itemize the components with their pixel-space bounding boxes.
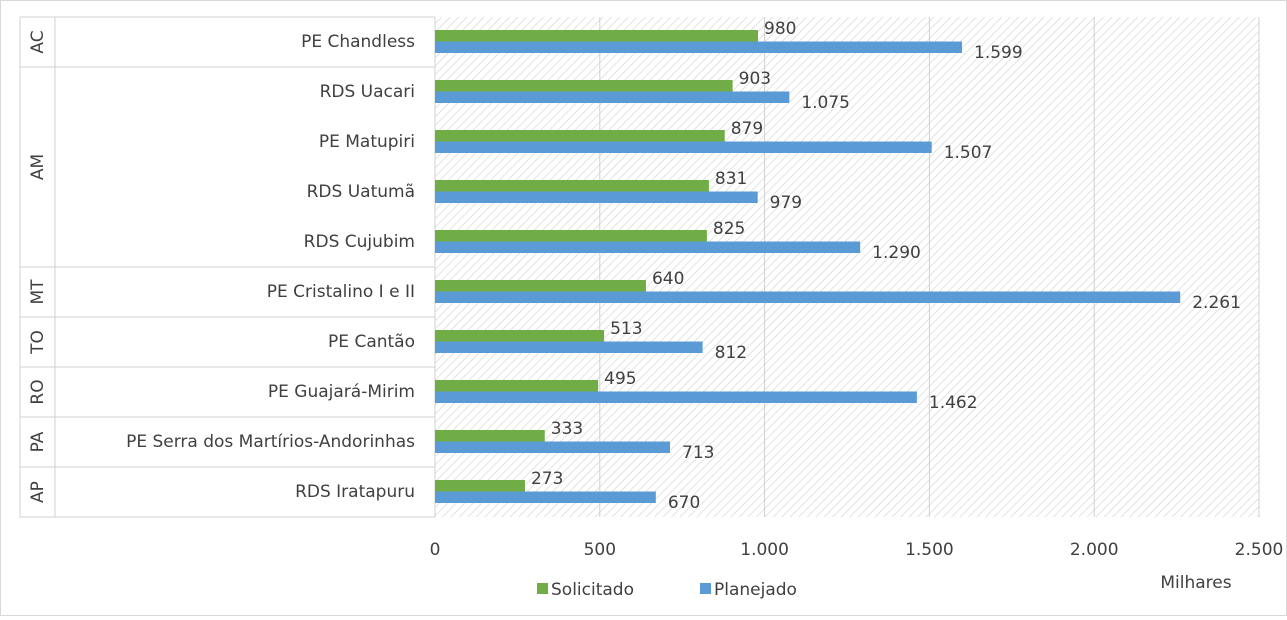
- bar: [435, 141, 932, 153]
- data-label: 670: [668, 493, 700, 513]
- category-label: PE Chandless: [301, 32, 415, 52]
- bar: [435, 30, 759, 42]
- x-tick-label: 2.000: [1070, 540, 1119, 560]
- data-label: 273: [531, 469, 563, 489]
- bar: [435, 330, 605, 342]
- bar: [435, 191, 758, 203]
- data-label: 903: [739, 69, 771, 89]
- bar: [435, 91, 790, 103]
- bar: [435, 391, 917, 403]
- bar: [435, 430, 545, 442]
- x-tick-label: 500: [584, 540, 616, 560]
- category-label: PE Cristalino I e II: [267, 282, 415, 302]
- category-label: PE Matupiri: [319, 132, 415, 152]
- category-label: RDS Uacari: [320, 82, 415, 102]
- data-label: 495: [604, 369, 636, 389]
- bar: [435, 241, 861, 253]
- category-label: RDS Uatumã: [307, 182, 415, 202]
- data-label: 1.075: [801, 93, 850, 113]
- category-label: PE Guajará-Mirim: [268, 382, 415, 402]
- legend-swatch: [537, 583, 548, 594]
- data-label: 1.290: [872, 243, 921, 263]
- data-label: 333: [551, 419, 583, 439]
- bar: [435, 441, 671, 453]
- data-label: 2.261: [1192, 293, 1241, 313]
- legend-label: Planejado: [714, 580, 797, 600]
- data-label: 713: [682, 443, 714, 463]
- bar: [435, 341, 703, 353]
- bar: [435, 230, 707, 242]
- data-label: 825: [713, 219, 745, 239]
- x-tick-label: 2.500: [1235, 540, 1284, 560]
- category-label: RDS Iratapuru: [295, 482, 415, 502]
- category-label: PE Serra dos Martírios-Andorinhas: [126, 432, 415, 452]
- group-label: AC: [28, 30, 48, 53]
- bar: [435, 280, 646, 292]
- data-label: 640: [652, 269, 684, 289]
- group-label: RO: [28, 379, 48, 404]
- data-label: 879: [731, 119, 763, 139]
- legend-label: Solicitado: [551, 580, 634, 600]
- x-tick-label: 1.000: [740, 540, 789, 560]
- data-label: 1.462: [929, 393, 978, 413]
- bar: [435, 380, 599, 392]
- data-label: 979: [770, 193, 802, 213]
- x-axis-label: Milhares: [1160, 573, 1231, 593]
- group-label: MT: [28, 279, 48, 305]
- data-label: 513: [610, 319, 642, 339]
- data-label: 1.507: [944, 143, 993, 163]
- data-label: 812: [715, 343, 747, 363]
- data-label: 831: [715, 169, 747, 189]
- bar: [435, 80, 733, 92]
- bar: [435, 130, 725, 142]
- group-label: AM: [28, 154, 48, 180]
- legend-swatch: [700, 583, 711, 594]
- group-label: AP: [28, 481, 48, 503]
- group-label: TO: [28, 330, 48, 355]
- bar: [435, 41, 963, 53]
- bar: [435, 291, 1181, 303]
- bar: [435, 491, 656, 503]
- data-label: 980: [764, 19, 796, 39]
- x-tick-label: 1.500: [905, 540, 954, 560]
- data-label: 1.599: [974, 43, 1023, 63]
- bar: [435, 180, 709, 192]
- group-label: PA: [28, 431, 48, 452]
- category-label: PE Cantão: [328, 332, 415, 352]
- category-label: RDS Cujubim: [304, 232, 415, 252]
- bar: [435, 480, 525, 492]
- x-tick-label: 0: [430, 540, 441, 560]
